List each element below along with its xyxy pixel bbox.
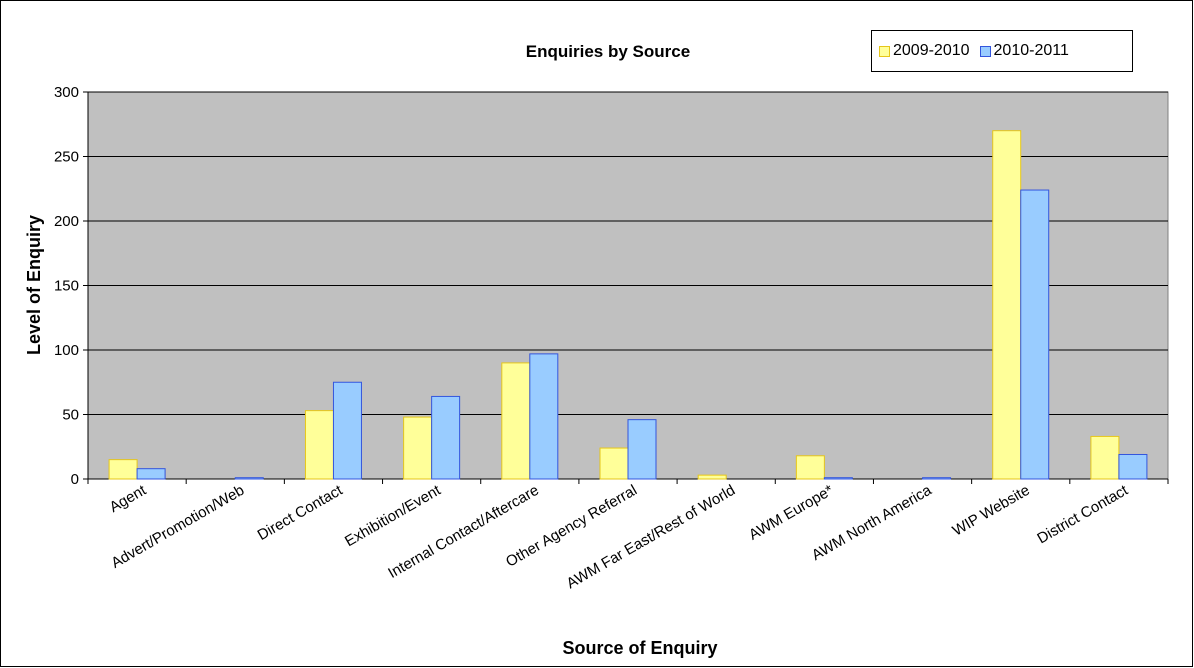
legend-label-series-1: 2009-2010 <box>893 42 970 59</box>
bar-series-2 <box>627 419 657 480</box>
y-tick-label: 250 <box>54 149 79 166</box>
bar-series-2 <box>529 353 559 480</box>
legend-swatch-series-1 <box>879 45 890 57</box>
legend-item-series-2: 2010-2011 <box>979 42 1069 60</box>
bar-series-1 <box>501 362 531 480</box>
y-tick-label: 50 <box>62 407 79 424</box>
bar-series-1 <box>1090 435 1120 480</box>
bar-series-2 <box>1020 189 1050 480</box>
bar-series-1 <box>108 459 138 480</box>
legend: 2009-2010 2010-2011 <box>871 30 1133 72</box>
bar-series-2 <box>332 381 362 480</box>
bar-series-2 <box>823 477 853 480</box>
bar-series-2 <box>136 468 166 480</box>
bar-series-1 <box>795 455 825 480</box>
bar-series-1 <box>697 474 727 480</box>
legend-swatch-series-2 <box>979 45 991 57</box>
y-tick-label: 150 <box>54 278 79 295</box>
y-axis-label: Level of Enquiry <box>24 215 44 355</box>
y-tick-label: 200 <box>54 213 79 230</box>
bar-series-2 <box>922 477 952 480</box>
bar-series-2 <box>1118 453 1148 480</box>
legend-item-series-1: 2009-2010 <box>879 42 970 60</box>
y-tick-label: 300 <box>54 84 79 101</box>
bar-series-1 <box>599 447 629 480</box>
x-axis-label: Source of Enquiry <box>562 638 717 658</box>
bar-series-2 <box>234 477 264 480</box>
chart-title: Enquiries by Source <box>526 42 690 61</box>
y-tick-label: 0 <box>71 471 79 488</box>
bar-series-2 <box>431 395 461 480</box>
bar-series-1 <box>403 416 433 480</box>
bar-series-1 <box>304 410 334 480</box>
legend-label-series-2: 2010-2011 <box>993 42 1069 59</box>
y-tick-label: 100 <box>54 342 79 359</box>
bar-series-1 <box>992 130 1022 480</box>
